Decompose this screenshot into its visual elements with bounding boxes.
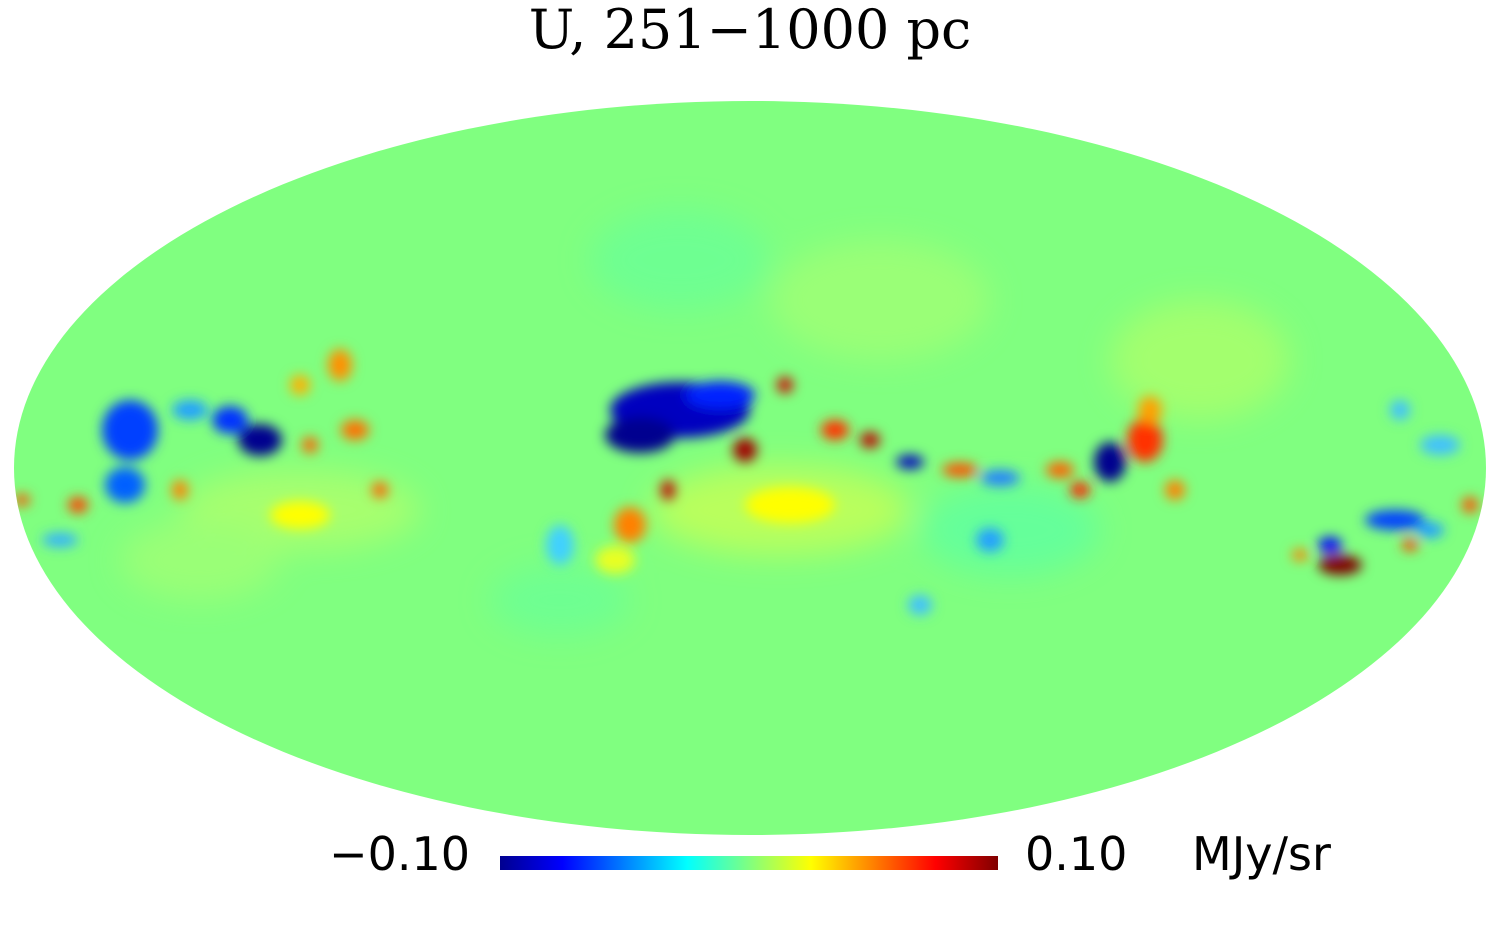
mollweide-sky-map (14, 101, 1486, 835)
colorbar-min-label: −0.10 (329, 827, 470, 881)
colorbar-unit: MJy/sr (1192, 827, 1331, 881)
map-title: U, 251−1000 pc (529, 0, 972, 61)
colorbar: −0.10 0.10 MJy/sr (329, 827, 1331, 881)
colorbar-gradient (500, 856, 998, 870)
colorbar-max-label: 0.10 (1025, 827, 1127, 881)
